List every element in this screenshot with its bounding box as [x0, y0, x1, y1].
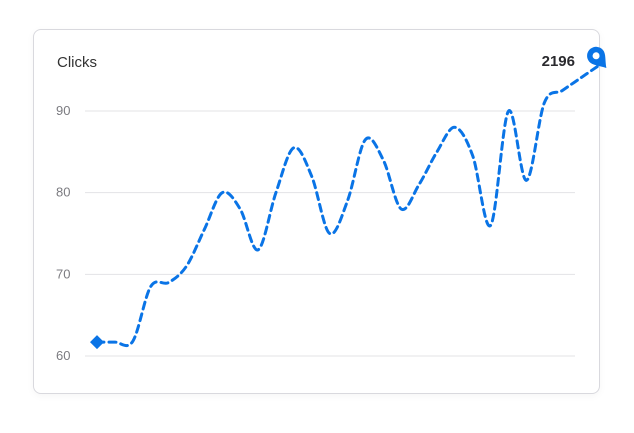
y-tick-label: 70: [56, 266, 70, 281]
start-diamond-marker: [90, 335, 104, 350]
grid: [85, 110, 575, 357]
y-tick-label: 80: [56, 185, 70, 200]
chart-title: Clicks: [57, 54, 97, 71]
y-tick-label: 90: [56, 103, 70, 118]
markers: [90, 46, 607, 350]
series-line: [95, 64, 600, 348]
y-axis-labels: 60 70 80 90: [56, 103, 70, 363]
total-value: 2196: [541, 53, 575, 70]
y-tick-label: 60: [56, 348, 70, 363]
series-layer: [95, 64, 600, 348]
location-pin-icon: [587, 46, 607, 69]
chart-card: Clicks 2196: [33, 29, 600, 394]
